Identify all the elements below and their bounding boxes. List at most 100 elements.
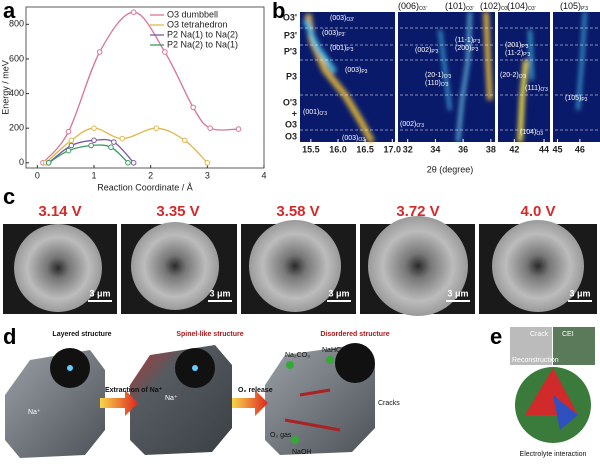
point — [207, 125, 213, 131]
peak-index: (105) — [565, 95, 581, 102]
peak-phase: P'3 — [471, 47, 478, 53]
phase-label: + — [292, 108, 297, 118]
legend-label: P2 Na(1) to Na(2) — [167, 29, 238, 39]
panel-letter: d — [3, 324, 16, 349]
label: CEI — [562, 331, 574, 338]
point — [119, 135, 126, 142]
peak-phase: P'3 — [523, 52, 530, 58]
x-tick-label: 32 — [403, 144, 413, 154]
x-tick-label: 17.0 — [384, 144, 402, 154]
phase-label: O3 — [285, 119, 297, 129]
peak-index: (001) — [330, 45, 346, 52]
peak-index: (11-2) — [505, 50, 523, 57]
x-tick-label: 4 — [261, 170, 266, 180]
scale-bar: 3 μm — [328, 288, 349, 298]
voltage: 3.72 V — [396, 203, 439, 220]
label: Crack — [530, 331, 549, 338]
peak-phase: P3 — [361, 69, 367, 75]
peak-index: (111) — [525, 85, 540, 92]
voltage: 3.14 V — [38, 203, 81, 220]
peak-label: (104)O3' — [507, 1, 536, 12]
x-tick-label: 38 — [486, 144, 496, 154]
peak-phase: O'3 — [540, 87, 548, 93]
series-line — [42, 11, 239, 164]
phase-label: P3' — [284, 30, 297, 40]
label: Na⁺ — [165, 395, 178, 402]
peak-phase: O3' — [346, 17, 354, 23]
panel-letter: e — [490, 324, 502, 349]
peak-label: (001)O'3 — [303, 109, 327, 117]
scale-bar: 3 μm — [89, 288, 110, 298]
schematic — [5, 343, 375, 458]
legend-label: O3 dumbbell — [167, 9, 218, 19]
x-tick-label: 45 — [552, 144, 562, 154]
label: Na⁺ — [28, 409, 41, 416]
point — [45, 160, 52, 166]
peak-index: (11-1) — [455, 37, 473, 44]
point — [153, 125, 160, 131]
phase-label: O3 — [285, 131, 297, 141]
point — [96, 49, 103, 55]
peak-phase: O3' — [501, 6, 509, 12]
point — [190, 104, 196, 111]
peak-label: (20-1)O'3 — [425, 72, 452, 80]
peak-label: (105)P'3 — [560, 1, 588, 12]
y-tick-label: 800 — [9, 19, 24, 29]
peak-label: (201)P'3 — [505, 42, 529, 50]
sem-images — [3, 216, 597, 316]
label: Electrolyte interaction — [520, 451, 587, 458]
heatmap — [300, 12, 395, 142]
label: O₂ release — [238, 387, 273, 394]
peak-phase: O'3 — [519, 74, 527, 80]
peak-label: (003)P3 — [345, 67, 368, 75]
peak-index: (003) — [342, 135, 358, 142]
x-tick-label: 15.5 — [302, 144, 320, 154]
peak-phase: P3 — [581, 97, 587, 103]
peak-index: (102) — [480, 1, 501, 11]
point — [130, 9, 137, 15]
legend-label: P2 Na(2) to Na(1) — [167, 39, 238, 49]
chart-a: 0 200 400 600 800 0 1 2 3 4 Reaction Coordinate / … — [0, 6, 267, 192]
point — [130, 160, 137, 166]
point — [181, 137, 188, 144]
peak-index: (20-2) — [500, 72, 519, 79]
peak-label: (200)P'3 — [455, 45, 479, 53]
plot-frame — [25, 6, 265, 169]
point — [65, 128, 72, 135]
label: Disordered structure — [320, 331, 389, 338]
x-tick-label: 3 — [205, 170, 210, 180]
scale-bar: 3 μm — [209, 288, 230, 298]
point — [91, 137, 97, 144]
phase-label: O3' — [283, 12, 297, 22]
peak-label: (006)O3' — [398, 1, 427, 12]
interface-schematic — [510, 327, 595, 443]
x-tick-label: 1 — [91, 170, 96, 180]
phase-boundary — [300, 27, 600, 131]
x-tick-label: 34 — [430, 144, 440, 154]
x-tick-label: 46 — [575, 144, 585, 154]
phase-label: O'3 — [283, 97, 297, 107]
peak-index: (104) — [507, 1, 528, 11]
label: O₂ gas — [270, 432, 292, 439]
x-tick-label: 2 — [148, 170, 153, 180]
peak-phase: O3' — [466, 6, 474, 12]
point — [88, 142, 94, 149]
x-tick-label: 0 — [35, 170, 40, 180]
peak-label: (11-1)P'3 — [455, 37, 480, 45]
voltage: 3.35 V — [156, 203, 199, 220]
peak-label: (104)O3 — [520, 129, 543, 137]
peak-index: (003) — [345, 67, 361, 74]
peak-label: (101)O3' — [445, 1, 474, 12]
peak-index: (110) — [425, 80, 441, 87]
point — [65, 147, 72, 154]
peak-label: (003)O3 — [342, 135, 365, 143]
point — [91, 125, 97, 131]
peak-index: (001) — [303, 109, 319, 116]
peak-phase: O3 — [358, 137, 365, 143]
phase-label: P'3 — [284, 46, 297, 56]
peak-index: (20-1) — [425, 72, 444, 79]
point — [108, 144, 114, 151]
peak-index: (006) — [398, 1, 419, 11]
peak-phase: O3 — [536, 131, 543, 137]
